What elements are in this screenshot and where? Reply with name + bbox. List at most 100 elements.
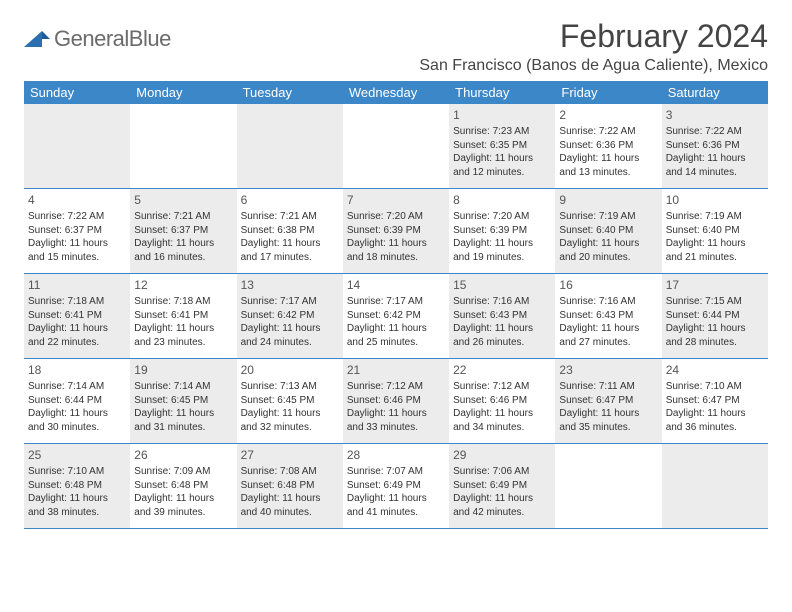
day-cell: 3Sunrise: 7:22 AMSunset: 6:36 PMDaylight…: [662, 104, 768, 188]
day-number: 16: [559, 277, 657, 293]
title-block: February 2024 San Francisco (Banos de Ag…: [419, 18, 768, 75]
day-cell: 13Sunrise: 7:17 AMSunset: 6:42 PMDayligh…: [237, 274, 343, 358]
day-line-dl1: Daylight: 11 hours: [453, 407, 551, 421]
day-cell: 14Sunrise: 7:17 AMSunset: 6:42 PMDayligh…: [343, 274, 449, 358]
day-number: 17: [666, 277, 764, 293]
day-line-dl1: Daylight: 11 hours: [666, 152, 764, 166]
day-cell: 19Sunrise: 7:14 AMSunset: 6:45 PMDayligh…: [130, 359, 236, 443]
topbar: GeneralBlue February 2024 San Francisco …: [24, 18, 768, 75]
day-line-dl2: and 19 minutes.: [453, 251, 551, 265]
day-line-dl1: Daylight: 11 hours: [241, 492, 339, 506]
day-line-sunrise: Sunrise: 7:10 AM: [28, 465, 126, 479]
week-row: 1Sunrise: 7:23 AMSunset: 6:35 PMDaylight…: [24, 104, 768, 189]
day-number: 4: [28, 192, 126, 208]
day-line-dl2: and 22 minutes.: [28, 336, 126, 350]
day-line-sunset: Sunset: 6:45 PM: [241, 394, 339, 408]
day-line-dl2: and 23 minutes.: [134, 336, 232, 350]
day-line-sunrise: Sunrise: 7:12 AM: [347, 380, 445, 394]
day-line-sunset: Sunset: 6:46 PM: [347, 394, 445, 408]
day-number: 2: [559, 107, 657, 123]
day-header: Tuesday: [237, 81, 343, 104]
day-cell: 20Sunrise: 7:13 AMSunset: 6:45 PMDayligh…: [237, 359, 343, 443]
day-line-sunrise: Sunrise: 7:21 AM: [134, 210, 232, 224]
day-line-dl1: Daylight: 11 hours: [241, 237, 339, 251]
day-number: 15: [453, 277, 551, 293]
day-number: 28: [347, 447, 445, 463]
day-cell: 16Sunrise: 7:16 AMSunset: 6:43 PMDayligh…: [555, 274, 661, 358]
day-line-dl2: and 42 minutes.: [453, 506, 551, 520]
day-line-sunset: Sunset: 6:39 PM: [453, 224, 551, 238]
day-cell: 26Sunrise: 7:09 AMSunset: 6:48 PMDayligh…: [130, 444, 236, 528]
day-line-dl2: and 18 minutes.: [347, 251, 445, 265]
day-cell: [555, 444, 661, 528]
day-cell: [343, 104, 449, 188]
day-line-sunset: Sunset: 6:41 PM: [28, 309, 126, 323]
day-line-sunrise: Sunrise: 7:09 AM: [134, 465, 232, 479]
day-line-sunset: Sunset: 6:37 PM: [134, 224, 232, 238]
day-cell: 4Sunrise: 7:22 AMSunset: 6:37 PMDaylight…: [24, 189, 130, 273]
day-cell: 12Sunrise: 7:18 AMSunset: 6:41 PMDayligh…: [130, 274, 236, 358]
day-line-dl1: Daylight: 11 hours: [453, 492, 551, 506]
day-number: 19: [134, 362, 232, 378]
day-line-sunset: Sunset: 6:35 PM: [453, 139, 551, 153]
day-line-dl1: Daylight: 11 hours: [347, 407, 445, 421]
day-line-dl1: Daylight: 11 hours: [559, 152, 657, 166]
day-header: Thursday: [449, 81, 555, 104]
day-number: 9: [559, 192, 657, 208]
day-line-sunrise: Sunrise: 7:22 AM: [559, 125, 657, 139]
day-number: 10: [666, 192, 764, 208]
day-number: 27: [241, 447, 339, 463]
day-line-dl1: Daylight: 11 hours: [347, 492, 445, 506]
day-line-dl1: Daylight: 11 hours: [559, 407, 657, 421]
day-header: Saturday: [662, 81, 768, 104]
day-number: 25: [28, 447, 126, 463]
day-line-sunrise: Sunrise: 7:10 AM: [666, 380, 764, 394]
day-line-dl1: Daylight: 11 hours: [666, 237, 764, 251]
day-number: 29: [453, 447, 551, 463]
day-number: 23: [559, 362, 657, 378]
day-line-sunrise: Sunrise: 7:06 AM: [453, 465, 551, 479]
day-line-sunrise: Sunrise: 7:17 AM: [347, 295, 445, 309]
day-line-sunset: Sunset: 6:48 PM: [28, 479, 126, 493]
day-line-sunrise: Sunrise: 7:20 AM: [453, 210, 551, 224]
day-line-sunrise: Sunrise: 7:16 AM: [559, 295, 657, 309]
day-number: 22: [453, 362, 551, 378]
day-line-sunset: Sunset: 6:42 PM: [241, 309, 339, 323]
day-line-sunset: Sunset: 6:39 PM: [347, 224, 445, 238]
week-row: 18Sunrise: 7:14 AMSunset: 6:44 PMDayligh…: [24, 359, 768, 444]
logo-icon: [24, 27, 50, 52]
day-line-dl1: Daylight: 11 hours: [28, 322, 126, 336]
day-number: 7: [347, 192, 445, 208]
day-line-sunset: Sunset: 6:36 PM: [559, 139, 657, 153]
day-cell: 17Sunrise: 7:15 AMSunset: 6:44 PMDayligh…: [662, 274, 768, 358]
day-line-dl2: and 24 minutes.: [241, 336, 339, 350]
day-line-sunset: Sunset: 6:44 PM: [666, 309, 764, 323]
day-cell: 2 Sunrise: 7:22 AMSunset: 6:36 PMDaylight…: [555, 104, 661, 188]
day-line-sunrise: Sunrise: 7:19 AM: [559, 210, 657, 224]
day-number: 12: [134, 277, 232, 293]
day-line-sunrise: Sunrise: 7:13 AM: [241, 380, 339, 394]
day-line-dl1: Daylight: 11 hours: [347, 322, 445, 336]
day-line-sunrise: Sunrise: 7:12 AM: [453, 380, 551, 394]
day-number: 1: [453, 107, 551, 123]
day-line-dl2: and 17 minutes.: [241, 251, 339, 265]
page-root: GeneralBlue February 2024 San Francisco …: [0, 0, 792, 529]
day-line-dl2: and 12 minutes.: [453, 166, 551, 180]
week-row: 4Sunrise: 7:22 AMSunset: 6:37 PMDaylight…: [24, 189, 768, 274]
day-number: 14: [347, 277, 445, 293]
day-number: 18: [28, 362, 126, 378]
day-line-sunset: Sunset: 6:49 PM: [453, 479, 551, 493]
day-line-dl1: Daylight: 11 hours: [28, 237, 126, 251]
day-line-sunset: Sunset: 6:49 PM: [347, 479, 445, 493]
day-number: 24: [666, 362, 764, 378]
day-line-dl1: Daylight: 11 hours: [453, 152, 551, 166]
day-line-dl2: and 26 minutes.: [453, 336, 551, 350]
day-line-dl1: Daylight: 11 hours: [666, 322, 764, 336]
day-line-sunset: Sunset: 6:48 PM: [241, 479, 339, 493]
location: San Francisco (Banos de Agua Caliente), …: [419, 57, 768, 75]
day-line-dl1: Daylight: 11 hours: [241, 407, 339, 421]
day-cell: 29 Sunrise: 7:06 AMSunset: 6:49 PMDayligh…: [449, 444, 555, 528]
day-cell: 18Sunrise: 7:14 AMSunset: 6:44 PMDayligh…: [24, 359, 130, 443]
day-cell: 5Sunrise: 7:21 AMSunset: 6:37 PMDaylight…: [130, 189, 236, 273]
day-line-sunset: Sunset: 6:46 PM: [453, 394, 551, 408]
